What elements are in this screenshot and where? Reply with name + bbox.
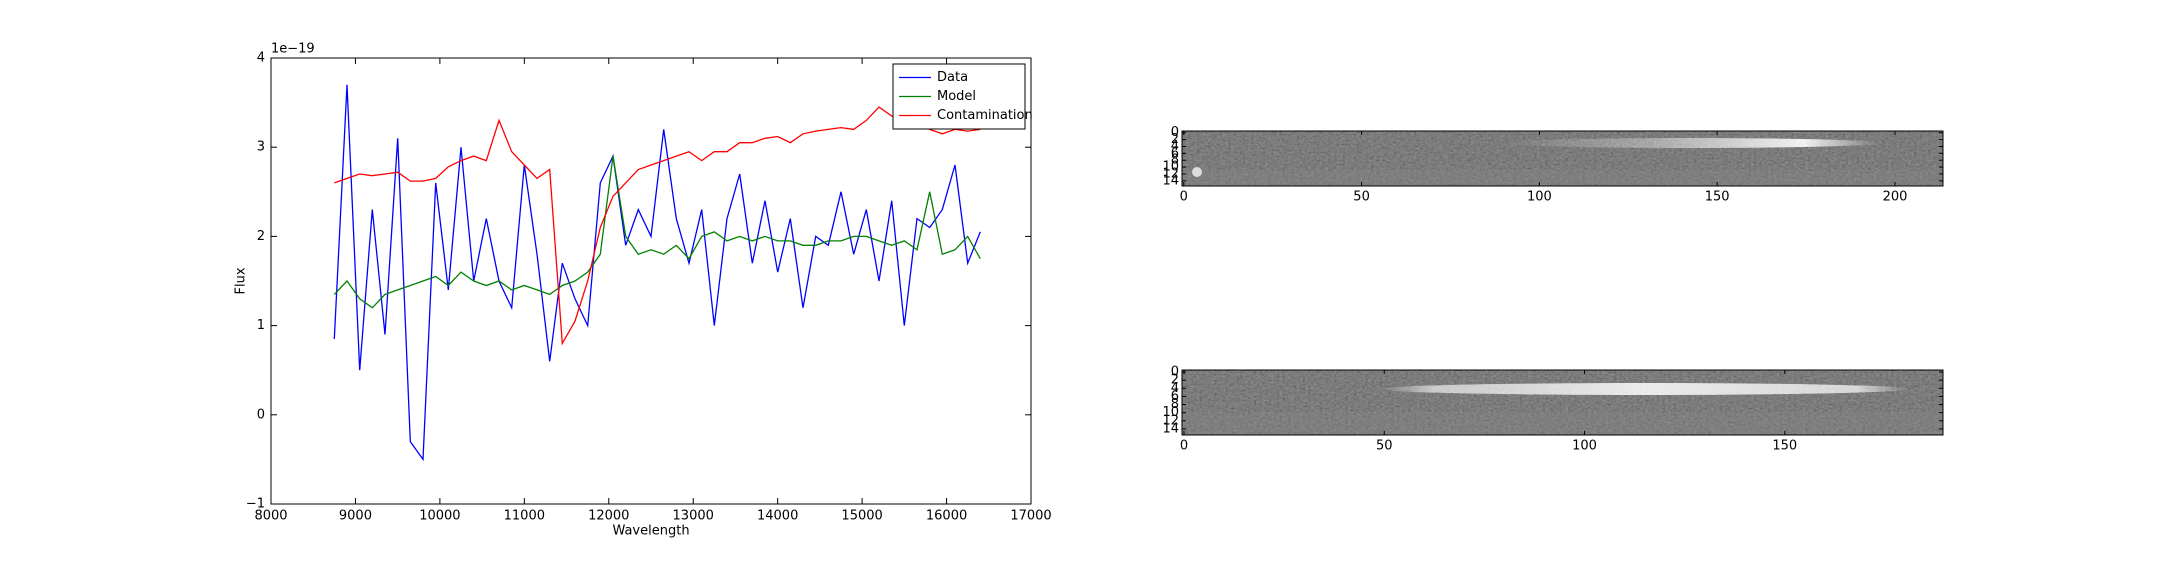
x-tick-label: 50: [1353, 190, 1370, 205]
data-line: [334, 106, 981, 346]
y-tick-label: 14: [1162, 421, 1179, 436]
y-tick-label: 12: [1162, 413, 1179, 428]
y-tick-label: 0: [257, 407, 265, 422]
y-tick-label: 4: [1171, 139, 1179, 154]
y-tick-label: 10: [1162, 405, 1179, 420]
y-tick-label: 0: [1171, 125, 1179, 140]
x-tick-label: 17000: [1010, 509, 1051, 524]
x-tick-label: 10000: [419, 509, 460, 524]
y-tick-label: 8: [1171, 397, 1179, 412]
x-tick-label: 8000: [254, 509, 287, 524]
y-offset-label: 1e−19: [271, 42, 315, 57]
y-tick-label: 0: [1171, 365, 1179, 380]
spectrum-trace: [1500, 138, 1880, 148]
y-tick-label: 12: [1162, 166, 1179, 181]
image-spot: [1192, 167, 1202, 177]
image-lower-glow: [1182, 170, 1943, 186]
y-tick-label: 10: [1162, 160, 1179, 175]
plot-area: [271, 58, 1031, 504]
image-panel-bottom: [1182, 370, 1943, 435]
x-tick-label: 15000: [841, 509, 882, 524]
x-tick-label: 0: [1180, 190, 1188, 205]
x-tick-label: 100: [1572, 439, 1597, 454]
axes-frame: [270, 57, 1032, 505]
x-tick-label: 50: [1376, 439, 1393, 454]
x-tick-label: 13000: [673, 509, 714, 524]
x-tick-label: 9000: [339, 509, 372, 524]
y-tick-label: 6: [1171, 389, 1179, 404]
x-tick-label: 200: [1883, 190, 1908, 205]
y-tick-label: 2: [1171, 373, 1179, 388]
y-tick-label: 8: [1171, 153, 1179, 168]
data-line: [333, 84, 981, 462]
x-tick-label: 150: [1772, 439, 1797, 454]
legend-label: Data: [937, 70, 968, 85]
y-tick-label: 2: [1171, 132, 1179, 147]
x-tick-label: 11000: [504, 509, 545, 524]
y-tick-label: 3: [257, 140, 265, 155]
x-axis-label: Wavelength: [612, 524, 689, 539]
image-frame: [1181, 369, 1944, 436]
y-tick-label: 4: [257, 51, 265, 66]
image-lower-glow: [1182, 412, 1943, 435]
spectrum-trace: [1380, 383, 1910, 395]
legend-label: Contamination: [937, 108, 1033, 123]
y-tick-label: 6: [1171, 146, 1179, 161]
image-noise: [1182, 370, 1943, 435]
y-tick-label: 14: [1162, 173, 1179, 188]
image-panel-top: [1182, 131, 1943, 186]
y-tick-label: 4: [1171, 381, 1179, 396]
y-tick-label: −1: [246, 497, 265, 512]
x-tick-label: 150: [1705, 190, 1730, 205]
y-axis-label: Flux: [234, 267, 249, 294]
x-tick-label: 16000: [926, 509, 967, 524]
x-tick-label: 100: [1527, 190, 1552, 205]
legend-label: Model: [937, 89, 976, 104]
y-tick-label: 1: [257, 318, 265, 333]
x-tick-label: 0: [1180, 439, 1188, 454]
y-tick-label: 2: [257, 229, 265, 244]
data-line: [333, 155, 981, 309]
x-tick-label: 14000: [757, 509, 798, 524]
image-frame: [1181, 130, 1944, 187]
x-tick-label: 12000: [588, 509, 629, 524]
